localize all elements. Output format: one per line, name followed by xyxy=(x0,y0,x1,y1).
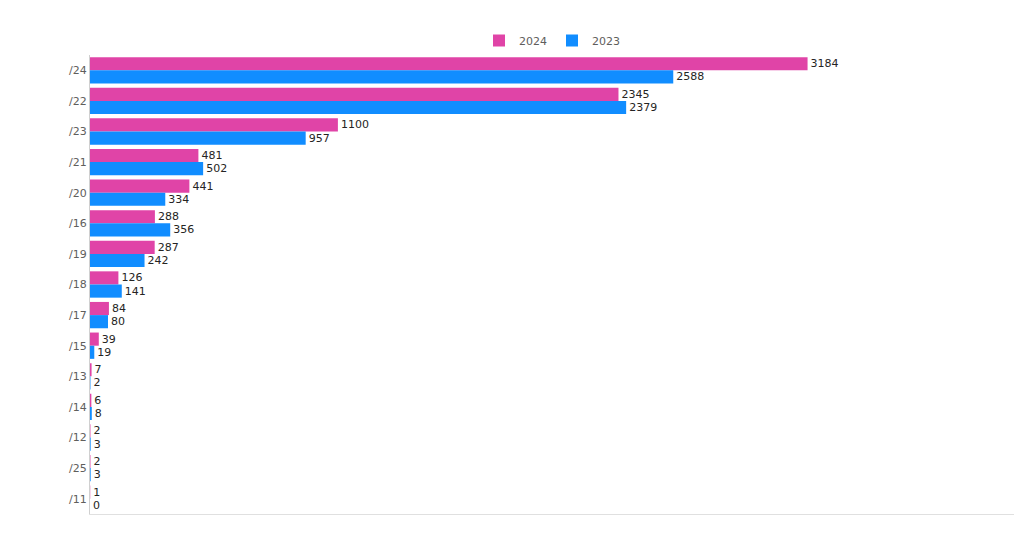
svg-text:126: 126 xyxy=(121,271,142,284)
svg-text:/12: /12 xyxy=(69,431,87,444)
svg-text:2023: 2023 xyxy=(592,35,620,48)
svg-text:/24: /24 xyxy=(69,64,87,77)
svg-text:356: 356 xyxy=(173,223,194,236)
svg-text:3: 3 xyxy=(94,438,101,451)
svg-text:/22: /22 xyxy=(69,95,87,108)
svg-text:1: 1 xyxy=(93,486,100,499)
svg-text:39: 39 xyxy=(102,333,116,346)
svg-text:2379: 2379 xyxy=(629,101,657,114)
svg-text:2588: 2588 xyxy=(676,70,704,83)
svg-text:441: 441 xyxy=(192,180,213,193)
svg-text:287: 287 xyxy=(158,241,179,254)
svg-text:84: 84 xyxy=(112,302,126,315)
svg-text:/23: /23 xyxy=(69,125,87,138)
svg-text:/11: /11 xyxy=(69,493,87,506)
svg-text:8: 8 xyxy=(95,407,102,420)
svg-text:19: 19 xyxy=(97,346,111,359)
svg-text:502: 502 xyxy=(206,162,227,175)
svg-text:6: 6 xyxy=(94,394,101,407)
svg-text:481: 481 xyxy=(201,149,222,162)
svg-text:2345: 2345 xyxy=(621,88,649,101)
svg-text:/20: /20 xyxy=(69,187,87,200)
svg-text:3: 3 xyxy=(94,468,101,481)
svg-text:/13: /13 xyxy=(69,370,87,383)
svg-text:/15: /15 xyxy=(69,340,87,353)
svg-text:0: 0 xyxy=(93,499,100,512)
svg-text:334: 334 xyxy=(168,193,189,206)
svg-text:2024: 2024 xyxy=(519,35,547,48)
svg-text:2: 2 xyxy=(93,455,100,468)
svg-text:7: 7 xyxy=(95,363,102,376)
svg-text:2: 2 xyxy=(93,376,100,389)
svg-text:3184: 3184 xyxy=(811,57,839,70)
svg-text:/19: /19 xyxy=(69,248,87,261)
svg-text:288: 288 xyxy=(158,210,179,223)
svg-text:80: 80 xyxy=(111,315,125,328)
svg-text:/25: /25 xyxy=(69,462,87,475)
svg-text:/17: /17 xyxy=(69,309,87,322)
svg-text:141: 141 xyxy=(125,285,146,298)
svg-text:/21: /21 xyxy=(69,156,87,169)
svg-text:2: 2 xyxy=(93,424,100,437)
svg-text:/14: /14 xyxy=(69,401,87,414)
svg-text:/18: /18 xyxy=(69,278,87,291)
svg-text:/16: /16 xyxy=(69,217,87,230)
svg-text:957: 957 xyxy=(309,132,330,145)
svg-text:242: 242 xyxy=(148,254,169,267)
svg-text:1100: 1100 xyxy=(341,118,369,131)
